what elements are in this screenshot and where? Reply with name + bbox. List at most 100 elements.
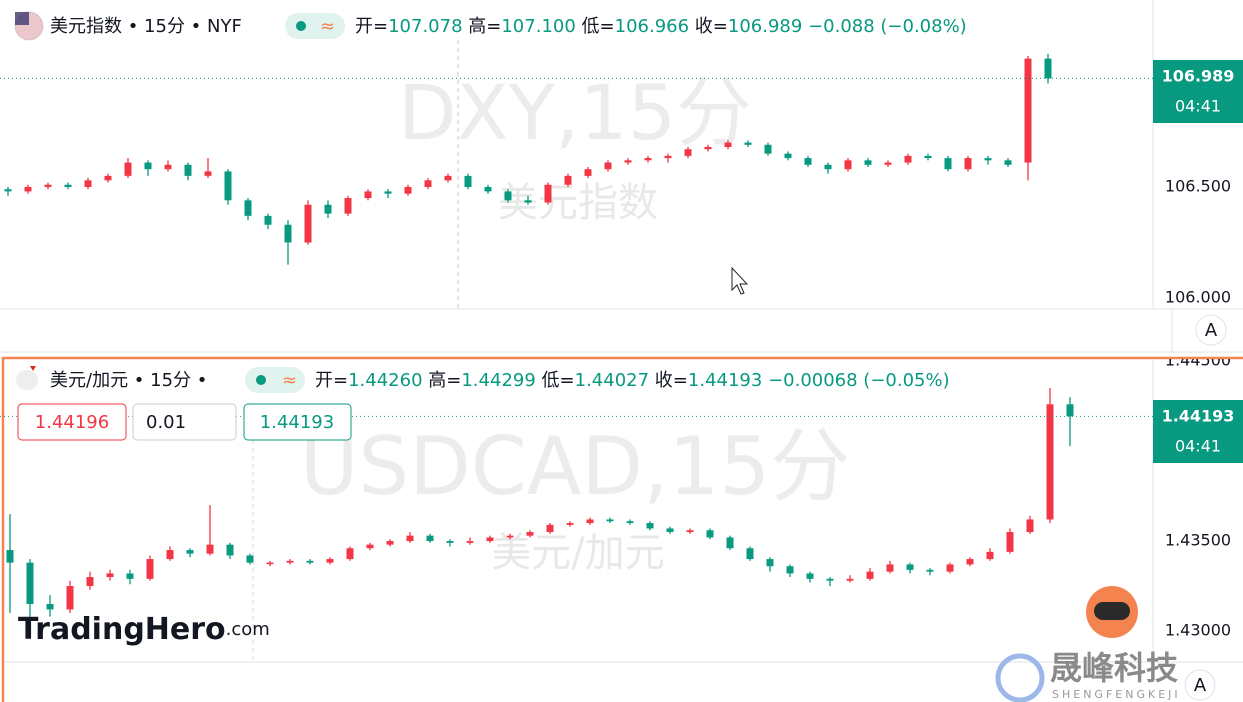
candle-body [244, 200, 252, 216]
value: 1.44193 [688, 370, 762, 391]
candle-body [424, 180, 432, 187]
scale-button-label[interactable]: A [1194, 675, 1207, 696]
candle-body [924, 155, 932, 159]
candle-body [1066, 404, 1074, 417]
candle-body [264, 215, 272, 225]
flag-icon [30, 366, 36, 371]
candle-body [904, 155, 912, 163]
candle-body [706, 530, 714, 538]
candle-body [526, 532, 534, 536]
y-tick-label: 106.000 [1165, 288, 1231, 307]
candle-body [646, 523, 654, 529]
candle-body [826, 578, 834, 581]
label: 低= [542, 370, 575, 391]
price-label-box [1153, 400, 1243, 463]
candle-body [364, 191, 372, 199]
scale-button[interactable] [1184, 669, 1216, 701]
watermark: DXY,15分 [398, 68, 752, 157]
value: 106.966 [615, 16, 689, 37]
y-tick-label: 1.43000 [1165, 621, 1231, 640]
plot-layer: 106.000 106.500 106.989 04:41 1.43000 1.43500… [0, 53, 1243, 640]
y-tick-label: 1.44500 [1165, 351, 1231, 370]
candle-body [304, 204, 312, 243]
logo-text: TradingHero [18, 612, 226, 647]
candle-body [566, 523, 574, 525]
candle-body [746, 548, 754, 560]
status-icon: ≈ [320, 16, 335, 37]
logo: TradingHero.com [18, 612, 270, 647]
candle-body [824, 164, 832, 170]
candle-body [344, 198, 352, 214]
candle-body [784, 153, 792, 159]
status-pill[interactable] [245, 367, 305, 393]
candle-body [186, 550, 194, 554]
candle-body [446, 541, 454, 543]
candle-body [66, 586, 74, 610]
value: 1.44299 [461, 370, 535, 391]
candles [4, 53, 1052, 265]
candle-body [1026, 519, 1034, 533]
candle-body [406, 535, 414, 542]
change: −0.088 (−0.08%) [808, 16, 967, 37]
candle-body [366, 544, 374, 549]
candle-body [26, 562, 34, 605]
company-logo [995, 653, 1045, 702]
candle-body [544, 184, 552, 203]
candle-body [464, 175, 472, 187]
candle-body [404, 186, 412, 194]
buy-price[interactable]: 1.44193 [260, 412, 334, 433]
label: 开= [355, 16, 388, 37]
candle-body [906, 564, 914, 570]
candle-body [564, 175, 572, 185]
candle-body [664, 155, 672, 159]
label: 收= [695, 16, 728, 37]
candle-body [144, 162, 152, 170]
scale-button-label[interactable]: A [1205, 320, 1218, 341]
countdown: 04:41 [1175, 97, 1221, 116]
buy-button[interactable] [243, 403, 352, 441]
price-axis: 1.43000 1.43500 1.44500 [1165, 351, 1231, 640]
ohlc-legend: 开=1.44260 高=1.44299 低=1.44027 收=1.44193 … [315, 370, 950, 391]
value: 1.44027 [575, 370, 649, 391]
candle-body [1004, 160, 1012, 165]
candle-body [524, 200, 532, 203]
candle-body [786, 566, 794, 574]
candle-body [486, 537, 494, 542]
candle-body [204, 171, 212, 176]
candle-body [944, 158, 952, 170]
candle-body [484, 186, 492, 192]
candle-body [444, 175, 452, 181]
candle-body [604, 162, 612, 170]
candle-body [466, 541, 474, 543]
candle-body [224, 171, 232, 201]
sell-price[interactable]: 1.44196 [35, 412, 109, 433]
candle-body [984, 158, 992, 161]
value: 107.100 [501, 16, 575, 37]
candle-body [126, 573, 134, 579]
candle-body [266, 562, 274, 565]
label: 开= [315, 370, 348, 391]
candle-body [64, 184, 72, 187]
candle-body [4, 189, 12, 192]
company-name-en: SHENGFENGKEJI [1052, 688, 1181, 701]
label: 高= [428, 370, 461, 391]
candle-body [84, 180, 92, 187]
scale-button[interactable] [1195, 314, 1227, 346]
candle-body [966, 559, 974, 565]
candle-body [844, 160, 852, 170]
quantity[interactable]: 0.01 [146, 412, 186, 433]
sell-button[interactable] [17, 403, 127, 441]
candle-body [1044, 58, 1052, 79]
candle-body [106, 573, 114, 578]
candle-body [146, 559, 154, 579]
quantity-input[interactable] [132, 403, 237, 441]
status-pill[interactable] [285, 13, 345, 39]
candle-body [226, 544, 234, 556]
candle-body [864, 160, 872, 165]
candle-body [766, 559, 774, 567]
candle-body [626, 521, 634, 524]
price-label: 106.989 [1162, 67, 1235, 86]
candle-body [1006, 532, 1014, 552]
candle-body [886, 564, 894, 572]
candle-body [666, 528, 674, 533]
